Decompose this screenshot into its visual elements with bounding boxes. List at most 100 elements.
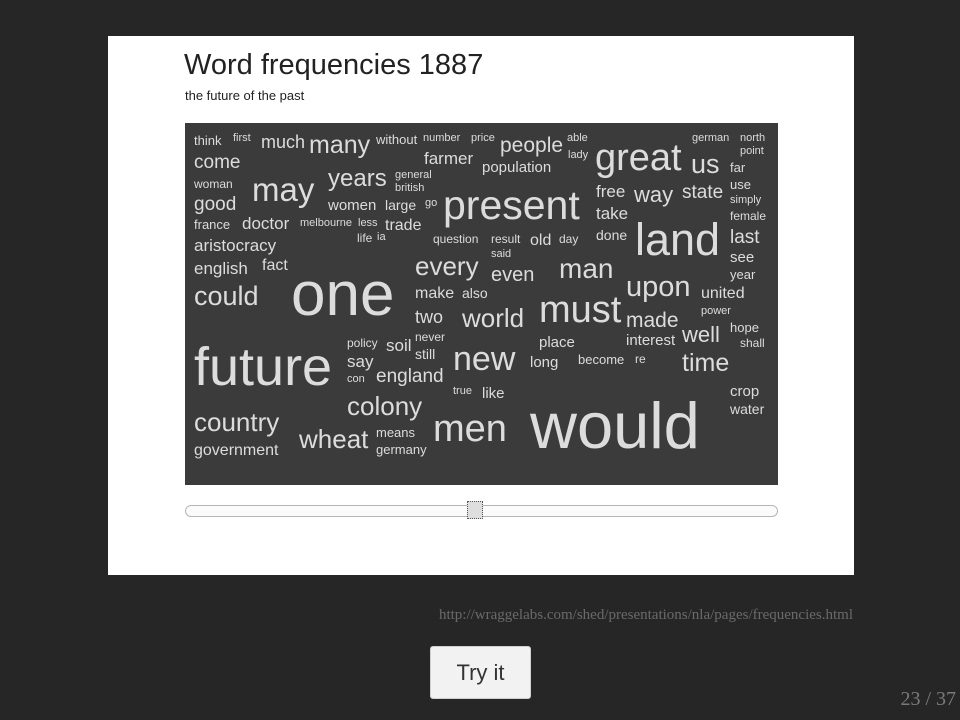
- cloud-word: people: [500, 134, 564, 157]
- cloud-word: wheat: [299, 424, 369, 454]
- source-url: http://wraggelabs.com/shed/presentations…: [438, 607, 853, 623]
- cloud-word: present: [443, 182, 580, 228]
- cloud-word: many: [309, 131, 371, 159]
- word-cloud: think first much many without number price peop…: [185, 123, 778, 485]
- cloud-word: never: [415, 330, 446, 344]
- cloud-word: colony: [347, 391, 423, 421]
- cloud-word: policy: [347, 336, 378, 350]
- cloud-word: question: [433, 232, 479, 246]
- cloud-word: price: [471, 132, 495, 144]
- cloud-word: may: [252, 171, 315, 208]
- cloud-word: say: [347, 352, 374, 371]
- cloud-word: done: [596, 227, 628, 243]
- cloud-word: water: [730, 401, 765, 417]
- cloud-word: two: [415, 307, 444, 327]
- cloud-word: simply: [730, 194, 762, 206]
- cloud-word: doctor: [242, 214, 290, 233]
- cloud-word: go: [425, 197, 438, 209]
- slide-title: Word frequencies 1887: [184, 49, 484, 81]
- cloud-word: soil: [386, 336, 412, 355]
- cloud-word: without: [376, 132, 418, 147]
- cloud-word: every: [415, 251, 479, 281]
- year-slider-handle[interactable]: [466, 501, 483, 519]
- cloud-word: con: [347, 373, 365, 385]
- cloud-word: last: [730, 227, 760, 248]
- cloud-word: life: [357, 231, 373, 245]
- cloud-word: aristocracy: [194, 236, 277, 255]
- cloud-word: power: [701, 305, 731, 317]
- cloud-word: much: [261, 132, 306, 152]
- cloud-word: ia: [377, 231, 386, 243]
- cloud-word: first: [233, 132, 251, 144]
- cloud-word: way: [634, 182, 674, 207]
- cloud-word: female: [730, 209, 767, 223]
- cloud-word: able: [567, 132, 588, 144]
- cloud-word: day: [559, 232, 579, 246]
- cloud-word: point: [740, 145, 764, 157]
- cloud-word: state: [682, 182, 724, 203]
- cloud-word: new: [453, 340, 516, 378]
- cloud-word: country: [194, 407, 280, 437]
- cloud-word: like: [482, 385, 505, 402]
- cloud-word: take: [596, 204, 629, 223]
- cloud-word: re: [635, 352, 646, 366]
- slide-panel: Word frequencies 1887 the future of the …: [108, 36, 854, 575]
- cloud-word: interest: [626, 332, 676, 349]
- cloud-word: melbourne: [300, 217, 352, 229]
- cloud-word: future: [194, 337, 333, 397]
- cloud-word: far: [730, 160, 746, 175]
- cloud-word: free: [596, 182, 626, 201]
- cloud-word: shall: [740, 336, 765, 350]
- cloud-word: well: [682, 322, 720, 347]
- cloud-word: government: [194, 442, 279, 459]
- cloud-word: land: [635, 214, 721, 265]
- cloud-word: see: [730, 249, 755, 266]
- cloud-word: means: [376, 425, 416, 440]
- cloud-word: place: [539, 334, 575, 351]
- slide-subtitle: the future of the past: [185, 88, 305, 103]
- cloud-word: still: [415, 346, 436, 362]
- cloud-word: german: [692, 132, 730, 144]
- cloud-word: great: [595, 137, 682, 179]
- cloud-word: england: [376, 366, 444, 387]
- cloud-word: british: [395, 182, 425, 194]
- cloud-word: france: [194, 217, 231, 232]
- cloud-word: fact: [262, 257, 288, 274]
- cloud-word: made: [626, 309, 679, 332]
- cloud-word: also: [462, 285, 488, 301]
- cloud-word: english: [194, 259, 248, 278]
- cloud-word: true: [453, 385, 472, 397]
- cloud-word: man: [559, 253, 614, 284]
- cloud-word: year: [730, 267, 756, 282]
- cloud-word: united: [701, 285, 745, 302]
- cloud-word: crop: [730, 383, 760, 400]
- slide-counter: 23 / 37: [900, 688, 956, 710]
- cloud-word: general: [395, 169, 432, 181]
- cloud-word: must: [539, 289, 622, 331]
- cloud-word: even: [491, 264, 535, 286]
- cloud-word: upon: [626, 271, 691, 303]
- cloud-word: number: [423, 132, 461, 144]
- cloud-word: come: [194, 152, 241, 173]
- cloud-word: world: [462, 303, 525, 333]
- cloud-word: years: [328, 165, 387, 192]
- cloud-word: think: [194, 133, 222, 148]
- cloud-word: woman: [194, 177, 233, 191]
- cloud-word: good: [194, 194, 237, 215]
- cloud-word: lady: [568, 149, 589, 161]
- cloud-word: farmer: [424, 149, 474, 168]
- cloud-word: us: [691, 149, 720, 179]
- cloud-word: would: [530, 389, 700, 462]
- cloud-word: long: [530, 354, 559, 371]
- cloud-word: trade: [385, 217, 422, 234]
- cloud-word: north: [740, 132, 766, 144]
- cloud-word: one: [291, 260, 395, 329]
- try-it-button[interactable]: Try it: [430, 646, 531, 699]
- cloud-word: result: [491, 232, 521, 246]
- cloud-word: germany: [376, 442, 427, 457]
- cloud-word: population: [482, 159, 552, 176]
- cloud-word: could: [194, 281, 259, 311]
- cloud-word: time: [682, 349, 730, 377]
- cloud-word: less: [358, 217, 378, 229]
- cloud-word: become: [578, 352, 625, 367]
